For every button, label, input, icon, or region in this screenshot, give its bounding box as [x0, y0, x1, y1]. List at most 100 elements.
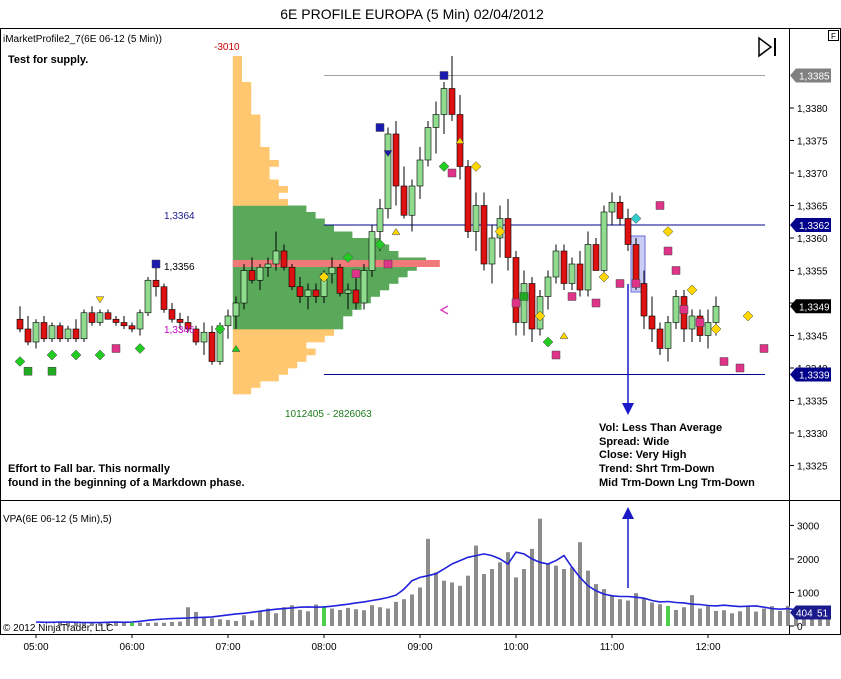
price-tick-label: 1,3380 [797, 104, 828, 115]
candle-body [408, 185, 416, 216]
marker-triangle-up [455, 137, 465, 144]
volume-bar [186, 607, 190, 626]
volume-bar [458, 585, 462, 626]
volume-bar [258, 611, 262, 626]
marker-diamond [134, 343, 146, 354]
candle-body [664, 322, 672, 349]
candle-body [104, 312, 112, 320]
candle-body [376, 208, 384, 232]
profile-row [232, 231, 353, 239]
candle-body [448, 88, 456, 115]
markers [14, 71, 769, 376]
profile-row [232, 153, 270, 161]
price-tick-label: 1,3365 [797, 202, 828, 213]
play-step-icon[interactable] [758, 36, 776, 58]
profile-row [232, 108, 252, 115]
profile-row [232, 322, 344, 330]
profile-row [232, 361, 298, 369]
volume-bar [282, 607, 286, 626]
candle-body [400, 185, 408, 216]
profile-row [232, 62, 242, 70]
marker-square [111, 344, 121, 353]
volume-bar [682, 607, 686, 626]
marker-diamond [662, 226, 674, 237]
marker-diamond [598, 271, 610, 283]
volume-bar [290, 605, 294, 626]
candle-body [440, 88, 448, 115]
candle-body [72, 328, 80, 340]
volume-bar [122, 622, 126, 626]
volume-bar [58, 622, 62, 626]
volume-bar [730, 613, 734, 626]
candle-body [488, 237, 496, 265]
volume-average-line [35, 551, 805, 624]
volume-panel-label: VPA(6E 06-12 (5 Min),5) [3, 514, 112, 525]
volume-bar [514, 577, 518, 626]
market-profile [232, 56, 440, 395]
candle-body [352, 289, 360, 304]
volume-bar [658, 604, 662, 626]
candle-body [40, 322, 48, 340]
annotation-trend: Trend: Shrt Trm-Down [599, 463, 715, 475]
profile-row [232, 173, 270, 180]
price-axis-ticks: 1,33251,33301,33351,33401,33451,33501,33… [789, 104, 828, 473]
volume-bar [610, 595, 614, 626]
volume-bar [554, 565, 558, 626]
volume-bar [146, 622, 150, 626]
candle-body [208, 331, 216, 362]
candle-body [32, 322, 40, 343]
volume-bar [362, 610, 366, 626]
volume-bar [562, 569, 566, 626]
annotation-effort-line1: Effort to Fall bar. This normally [8, 463, 171, 475]
volume-bar [714, 610, 718, 626]
copyright-text: © 2012 NinjaTrader, LLC [3, 623, 113, 634]
volume-bar [770, 606, 774, 626]
marker-diamond [742, 310, 754, 322]
profile-row [232, 179, 279, 187]
corner-box-label: F [831, 32, 836, 41]
candle-body [584, 244, 592, 291]
profile-row [232, 101, 252, 109]
volume-bar [410, 594, 414, 626]
marker-square [47, 367, 57, 376]
marker-diamond [710, 323, 722, 335]
annotation-vol: Vol: Less Than Average [599, 422, 722, 434]
price-tick-label: 1,3335 [797, 397, 828, 408]
time-tick-label: 08:00 [311, 642, 336, 653]
volume-axis-ticks: 0 1000 2000 3000 [789, 521, 820, 633]
volume-bar [274, 613, 278, 626]
profile-row [232, 127, 261, 135]
volume-bar [250, 620, 254, 626]
candle-body [624, 218, 632, 245]
profile-row [232, 335, 325, 343]
volume-bar [754, 611, 758, 626]
candle-body [520, 283, 528, 323]
corner-box[interactable] [828, 30, 839, 41]
volume-bar [370, 605, 374, 626]
volume-bar [778, 610, 782, 626]
candle-body [120, 322, 128, 327]
marker-square [655, 201, 665, 210]
main-panel-label: iMarketProfile2_7(6E 06-12 (5 Min)) [3, 34, 162, 45]
volume-bar [130, 622, 134, 626]
candle-body [576, 263, 584, 291]
candle-body [200, 331, 208, 343]
volume-bar [338, 609, 342, 626]
volume-bar [442, 580, 446, 626]
candle-body [264, 263, 272, 268]
candle-body [616, 201, 624, 219]
marker-square [151, 259, 161, 269]
profile-row [232, 75, 242, 83]
candle-body [232, 302, 240, 317]
candle-body [416, 159, 424, 187]
candle-body [16, 318, 24, 330]
profile-row [232, 277, 399, 284]
marker-diamond [374, 239, 386, 250]
profile-row [232, 225, 334, 232]
profile-row [232, 368, 288, 375]
volume-bar [618, 599, 622, 626]
volume-bar [138, 622, 142, 626]
profile-row [232, 88, 252, 96]
marker-diamond [534, 310, 546, 322]
volume-bar [82, 622, 86, 626]
